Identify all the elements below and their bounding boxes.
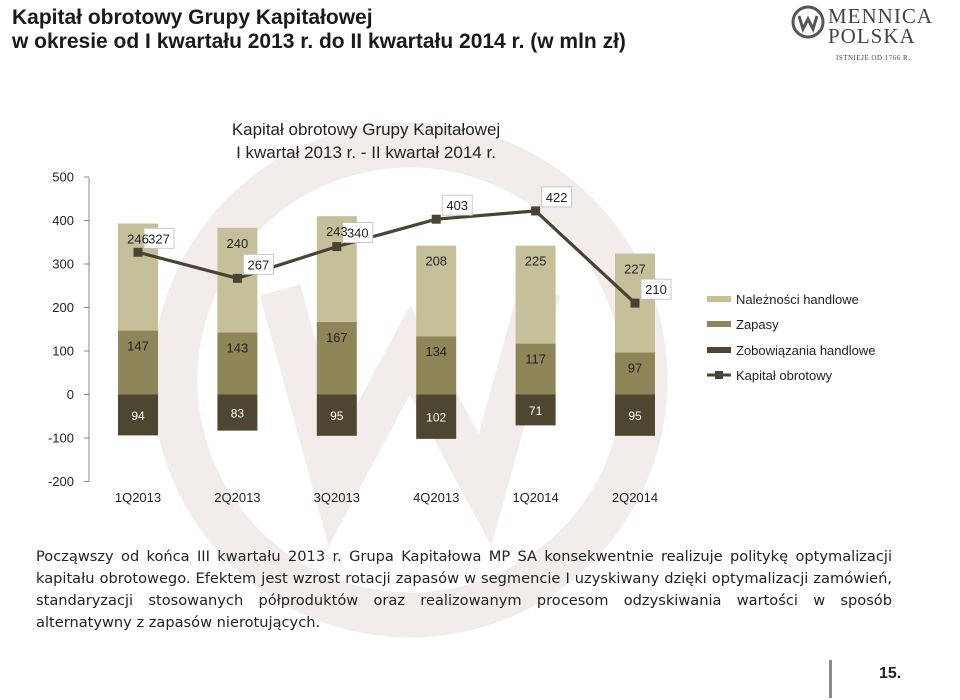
bar-inventory <box>615 352 655 395</box>
logo-line1: MENNICA <box>828 4 933 28</box>
bar-payables <box>615 394 655 436</box>
data-label-inventory: 167 <box>326 330 348 345</box>
working-capital-label-box <box>143 227 175 249</box>
data-label-inventory: 134 <box>425 344 447 359</box>
data-label-inventory: 147 <box>127 339 149 354</box>
data-label-payables: 102 <box>426 411 446 425</box>
working-capital-marker <box>332 242 342 252</box>
bars-layer <box>118 216 655 439</box>
legend-label-inventory: Zapasy <box>736 317 779 332</box>
data-label-receivables: 243 <box>326 224 348 239</box>
logo-since: ISTNIEJE OD 1766 R. <box>836 54 911 62</box>
data-label-working-capital: 422 <box>546 190 568 205</box>
x-category-label: 3Q2013 <box>314 490 360 505</box>
x-category-label: 4Q2013 <box>413 490 459 505</box>
working-capital-label-box <box>242 253 274 275</box>
logo-line2: POLSKA <box>828 24 916 48</box>
chart-legend: Należności handlowe Zapasy Zobowiązania … <box>707 292 875 383</box>
description-paragraph: Począwszy od końca III kwartału 2013 r. … <box>36 548 892 631</box>
bar-inventory <box>416 336 457 395</box>
working-capital-line-layer: 327 267 340 403 422 210 <box>133 186 672 308</box>
y-tick-label: 0 <box>67 387 74 402</box>
working-capital-marker <box>232 273 242 283</box>
y-tick-label: -100 <box>48 431 74 446</box>
y-tick-label: 400 <box>52 213 74 228</box>
working-capital-marker <box>133 247 143 257</box>
legend-swatch-receivables <box>707 296 731 302</box>
y-tick-label: 200 <box>52 300 74 315</box>
data-label-receivables: 240 <box>227 236 249 251</box>
working-capital-label-box <box>441 194 473 216</box>
bar-payables <box>316 394 357 436</box>
working-capital-marker <box>630 298 640 308</box>
bar-payables <box>118 394 158 436</box>
data-label-payables: 71 <box>529 404 543 418</box>
legend-swatch-payables <box>707 347 731 353</box>
data-label-inventory: 143 <box>227 340 249 355</box>
data-label-receivables: 208 <box>425 254 447 269</box>
data-label-payables: 83 <box>231 407 245 421</box>
data-label-inventory: 117 <box>525 352 546 367</box>
page-number: 15. <box>879 665 902 682</box>
y-tick-label: 500 <box>52 170 74 185</box>
bar-inventory <box>515 343 556 395</box>
chart-title-line2: I kwartał 2013 r. - II kwartał 2014 r. <box>236 143 496 162</box>
labels-layer: 246 147 94 1Q2013 240 143 83 2Q2013 243 167 95 3Q20… <box>115 224 658 505</box>
bar-payables <box>217 394 258 431</box>
company-logo: MENNICA POLSKA ISTNIEJE OD 1766 R. <box>790 4 950 66</box>
logo-text: MENNICA POLSKA <box>828 4 933 48</box>
slide-title-line2: w okresie od I kwartału 2013 r. do II kw… <box>12 30 626 53</box>
bar-inventory <box>316 321 357 395</box>
bar-inventory <box>217 332 258 395</box>
x-category-label: 1Q2013 <box>115 490 161 505</box>
legend-label-working-capital: Kapitał obrotowy <box>736 368 833 383</box>
working-capital-marker <box>431 214 441 224</box>
working-capital-label-box <box>541 186 572 208</box>
legend-label-receivables: Należności handlowe <box>736 292 859 307</box>
y-tick-label: 100 <box>52 344 74 359</box>
data-label-working-capital: 403 <box>446 198 468 213</box>
legend-marker-working-capital <box>715 371 723 379</box>
footer-divider <box>829 660 832 698</box>
bar-inventory <box>118 330 158 395</box>
legend-swatch-inventory <box>707 321 731 327</box>
working-capital-chart: 327 267 340 403 422 210 -200 -100 0 100 200 300 400… <box>48 120 876 505</box>
x-category-label: 2Q2013 <box>214 490 260 505</box>
data-label-receivables: 225 <box>525 254 547 269</box>
slide-title-line1: Kapitał obrotowy Grupy Kapitałowej <box>12 6 373 29</box>
legend-label-payables: Zobowiązania handlowe <box>736 343 875 358</box>
bar-receivables <box>416 245 457 337</box>
x-category-label: 1Q2014 <box>512 490 558 505</box>
slide-title: Kapitał obrotowy Grupy Kapitałowej w okr… <box>12 6 626 54</box>
working-capital-label-box <box>342 222 374 244</box>
y-tick-label: 300 <box>52 257 74 272</box>
chart-title-line1: Kapitał obrotowy Grupy Kapitałowej <box>232 120 500 139</box>
data-label-inventory: 97 <box>628 360 642 375</box>
data-label-working-capital: 210 <box>645 282 667 297</box>
bar-receivables <box>515 245 556 344</box>
logo-emblem-icon <box>791 5 825 39</box>
data-label-payables: 95 <box>330 409 344 423</box>
data-label-working-capital: 340 <box>347 226 369 241</box>
data-label-payables: 95 <box>628 409 642 423</box>
data-label-receivables: 227 <box>624 262 646 277</box>
data-label-working-capital: 327 <box>148 231 170 246</box>
bar-payables <box>416 394 457 439</box>
working-capital-label-box <box>640 278 672 300</box>
data-label-receivables: 246 <box>127 232 149 247</box>
data-label-working-capital: 267 <box>248 257 270 272</box>
y-axis: -200 -100 0 100 200 300 400 500 <box>48 170 90 489</box>
bar-payables <box>515 394 556 426</box>
x-category-label: 2Q2014 <box>612 490 658 505</box>
working-capital-line <box>137 209 637 305</box>
working-capital-marker <box>531 206 541 216</box>
data-label-payables: 94 <box>131 409 145 423</box>
y-tick-label: -200 <box>48 474 74 489</box>
